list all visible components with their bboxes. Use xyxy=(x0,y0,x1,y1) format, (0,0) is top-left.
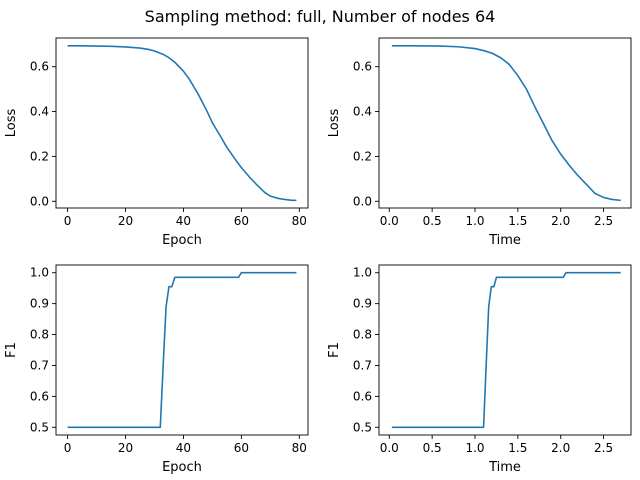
subplot-loss-time-ylabel: Loss xyxy=(327,109,342,138)
subplot-f1-epoch-xtick-label: 20 xyxy=(118,441,133,455)
subplot-f1-time-xtick-label: 1.0 xyxy=(465,441,484,455)
subplot-f1-time-xtick-label: 2.5 xyxy=(594,441,613,455)
subplot-f1-time-xtick-label: 0.0 xyxy=(380,441,399,455)
subplot-f1-time-ytick-label: 0.5 xyxy=(353,420,372,434)
subplot-f1-epoch-xtick-label: 0 xyxy=(64,441,72,455)
subplot-loss-time-xtick-label: 2.5 xyxy=(594,214,613,228)
subplot-f1-time-series-line xyxy=(391,271,621,429)
subplot-loss-epoch-ytick-label: 0.0 xyxy=(30,194,49,208)
subplot-f1-epoch-ylabel: F1 xyxy=(4,342,19,358)
subplot-loss-epoch-xtick-label: 60 xyxy=(234,214,249,228)
subplot-f1-epoch-xtick-label: 40 xyxy=(176,441,191,455)
subplot-f1-time-ytick-label: 0.7 xyxy=(353,358,372,372)
subplot-loss-time-xlabel: Time xyxy=(488,233,521,248)
subplot-f1-epoch-ytick-label: 0.7 xyxy=(30,358,49,372)
subplot-f1-epoch-series-line xyxy=(67,271,297,429)
subplot-loss-time-ytick-label: 0.6 xyxy=(353,60,372,74)
subplot-loss-epoch-ylabel: Loss xyxy=(4,109,19,138)
subplot-f1-epoch-ytick-label: 1.0 xyxy=(30,266,49,280)
subplot-loss-epoch-ytick-label: 0.6 xyxy=(30,60,49,74)
subplot-f1-epoch: 0 20 40 60 80 0.5 0.6 0.7 0.8 0.9 1.0 Epoch F1 xyxy=(4,264,309,475)
subplot-f1-time-axes-frame xyxy=(378,264,632,436)
subplot-f1-epoch-xtick-label: 60 xyxy=(234,441,249,455)
subplot-loss-epoch-series-line xyxy=(67,45,297,202)
subplot-f1-epoch-ytick-label: 0.5 xyxy=(30,420,49,434)
subplot-f1-epoch-ytick-label: 0.9 xyxy=(30,297,49,311)
subplot-f1-time-ytick-label: 1.0 xyxy=(353,266,372,280)
subplot-f1-time-ylabel: F1 xyxy=(327,342,342,358)
subplot-loss-time-xtick-label: 0.5 xyxy=(423,214,442,228)
subplot-f1-time-xtick-label: 1.5 xyxy=(508,441,527,455)
subplot-loss-time-xtick-label: 2.0 xyxy=(551,214,570,228)
subplot-loss-time-axes-frame xyxy=(378,37,632,209)
subplot-loss-time: 0.0 0.5 1.0 1.5 2.0 2.5 0.0 0.2 0.4 0.6 Time Loss xyxy=(327,37,632,248)
subplot-loss-epoch-xtick-label: 40 xyxy=(176,214,191,228)
subplot-f1-epoch-ytick-label: 0.6 xyxy=(30,389,49,403)
subplot-f1-epoch-ytick-label: 0.8 xyxy=(30,328,49,342)
subplot-loss-epoch: 0 20 40 60 80 0.0 0.2 0.4 0.6 Epoch Loss xyxy=(4,37,309,248)
subplot-f1-time-xtick-label: 2.0 xyxy=(551,441,570,455)
figure-title: Sampling method: full, Number of nodes 6… xyxy=(144,7,496,26)
subplot-loss-epoch-ytick-label: 0.4 xyxy=(30,105,49,119)
subplot-loss-epoch-xtick-label: 20 xyxy=(118,214,133,228)
subplot-loss-epoch-xtick-label: 80 xyxy=(292,214,307,228)
subplot-loss-time-ytick-label: 0.2 xyxy=(353,149,372,163)
subplot-loss-time-xtick-label: 0.0 xyxy=(380,214,399,228)
subplot-loss-time-xtick-label: 1.0 xyxy=(465,214,484,228)
subplot-loss-epoch-axes-frame xyxy=(55,37,309,209)
subplot-f1-time-ytick-label: 0.9 xyxy=(353,297,372,311)
subplot-f1-epoch-xtick-label: 80 xyxy=(292,441,307,455)
subplot-loss-epoch-xtick-label: 0 xyxy=(64,214,72,228)
subplot-f1-time: 0.0 0.5 1.0 1.5 2.0 2.5 0.5 0.6 0.7 0.8 0.9 1.0 Time… xyxy=(327,264,632,475)
subplot-f1-epoch-axes-frame xyxy=(55,264,309,436)
subplot-loss-time-ytick-label: 0.4 xyxy=(353,105,372,119)
subplot-loss-epoch-ytick-label: 0.2 xyxy=(30,149,49,163)
subplot-f1-time-ytick-label: 0.8 xyxy=(353,328,372,342)
subplot-f1-time-ytick-label: 0.6 xyxy=(353,389,372,403)
subplot-f1-time-xtick-label: 0.5 xyxy=(423,441,442,455)
subplot-f1-epoch-xlabel: Epoch xyxy=(162,460,202,475)
subplot-loss-time-xtick-label: 1.5 xyxy=(508,214,527,228)
subplot-loss-time-ytick-label: 0.0 xyxy=(353,194,372,208)
subplot-loss-time-series-line xyxy=(391,45,621,202)
subplot-loss-epoch-xlabel: Epoch xyxy=(162,233,202,248)
subplot-f1-time-xlabel: Time xyxy=(488,460,521,475)
